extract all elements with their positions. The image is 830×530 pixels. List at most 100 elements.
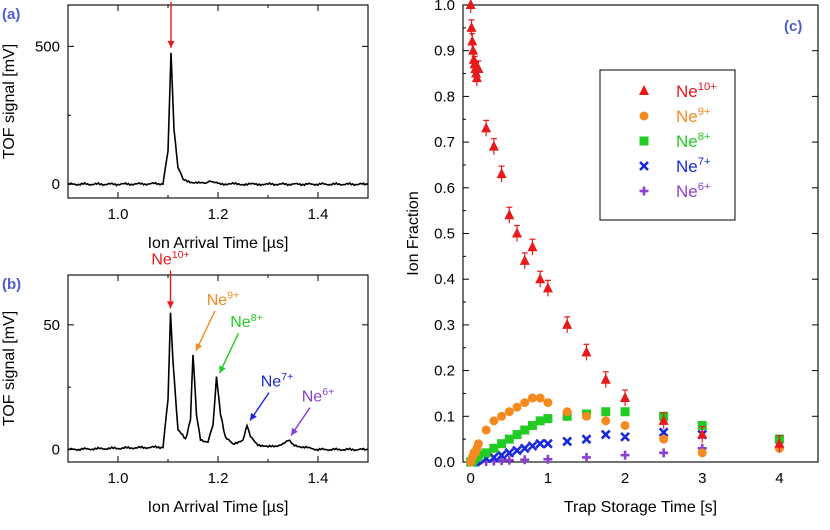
legend-label-ne7-base: Ne [676,157,698,176]
x-tick-label-b: 1.0 [108,470,129,487]
point-ne7 [512,445,522,456]
point-ne10 [512,227,523,238]
x-tick-label-c: 3 [698,470,706,487]
y-tick-label-b: 0 [52,442,60,459]
x-tick-label-c: 4 [775,470,783,487]
legend-label-ne7-sup: 7+ [698,156,711,168]
legend-label-ne6-sup: 6+ [698,181,711,193]
y-tick-label-c: 1.0 [434,0,455,14]
legend-label-ne6: Ne6+ [676,181,711,201]
point-ne9 [581,411,591,421]
y-tick-label-c: 0.5 [434,226,455,243]
point-ne10 [481,122,492,133]
point-ne7 [488,452,499,463]
point-ne7 [620,431,630,442]
y-tick-label-c: 0.4 [434,271,455,288]
peak-label-ne7-b-base: Ne [261,374,282,391]
point-ne9 [520,398,530,408]
point-ne10 [562,318,573,329]
point-ne6 [581,452,591,462]
point-ne8 [620,407,630,417]
legend-marker-ne8 [639,136,649,146]
point-ne9 [543,398,553,408]
peak-label-ne7-b: Ne7+ [261,371,293,390]
point-ne10 [527,241,538,252]
point-ne6 [543,454,553,464]
point-ne9 [473,439,483,449]
point-ne9 [535,393,545,403]
panel-label-b: (b) [2,276,21,293]
point-ne8 [543,414,553,424]
peak-label-ne9-b: Ne9+ [207,289,239,308]
point-ne6 [520,455,530,465]
peak-label-ne10-b-base: Ne [151,251,172,268]
point-ne10 [468,44,479,55]
y-axis-title-b: TOF signal [mV] [1,311,18,426]
peak-label-ne9-b-base: Ne [207,292,228,309]
point-ne8 [562,411,572,421]
legend-marker-ne10 [639,85,649,95]
legend-marker-ne6 [639,186,649,196]
point-ne7-stroke [562,436,573,447]
y-tick-label-c: 0.3 [434,317,455,334]
point-ne8 [512,430,522,440]
point-ne7 [496,450,507,461]
point-ne9 [562,407,572,417]
panel-b: 1.0 1.2 1.4 0 50 Ion Arrival Time [µs] TOF sig… [1,249,369,516]
legend-marker-ne9 [639,111,649,121]
y-axis-title-a: TOF signal [mV] [1,44,18,159]
peak-label-ne9-b-sup: 9+ [227,289,239,301]
x-tick-label-c: 2 [621,470,629,487]
y-tick-label-c: 0.9 [434,43,455,60]
point-ne7-stroke [542,438,553,449]
point-ne10 [658,414,669,425]
x-axis-title-c: Trap Storage Time [s] [564,499,717,516]
legend-marker-ne7-stroke [639,161,649,171]
peak-arrowhead-ne8-b [219,365,226,374]
point-ne7 [527,441,538,451]
legend-label-ne9-base: Ne [676,107,698,126]
y-tick-label-c: 0.6 [434,180,455,197]
peak-label-ne10-b-sup: 10+ [172,249,190,261]
legend-label-ne8: Ne8+ [676,131,711,151]
peak-arrowhead-ne10-a [167,40,175,48]
point-ne7-stroke [504,447,515,458]
legend: Ne10+Ne9+Ne8+Ne7+Ne6+ [599,69,736,221]
point-ne10 [600,373,611,384]
point-ne7-stroke [527,441,538,451]
x-axis-title-a: Ion Arrival Time [µs] [148,235,289,252]
y-tick-label-a: 500 [35,38,60,55]
point-ne10 [697,428,708,439]
point-ne7-stroke [535,438,546,449]
x-tick-label-b: 1.2 [208,470,229,487]
point-ne10 [535,273,546,284]
peak-arrowhead-ne6-b [291,427,298,436]
panel-c: 0 1 2 3 4 0.0 0.1 0.2 0.3 0.4 0.5 0.6 0.7 0.8 0.9 1.0 Tr… [405,0,819,516]
point-ne7 [504,447,515,458]
y-tick-label-b: 50 [43,317,60,334]
point-ne10 [465,0,476,9]
point-ne9 [659,434,669,444]
peak-arrowhead-ne7-b [250,412,257,421]
point-ne7-stroke [600,429,611,440]
x-tick-label-c: 0 [467,470,475,487]
peak-arrow-ne8-b [218,332,240,374]
tof-trace-b [67,312,369,452]
point-ne10 [471,72,482,83]
y-tick-label-c: 0.1 [434,408,455,425]
panel-label-c: (c) [784,18,802,35]
point-ne8 [520,425,530,435]
point-ne7 [519,443,530,454]
x-axis-title-b: Ion Arrival Time [µs] [148,499,289,516]
y-tick-label-a: 0 [52,176,60,193]
point-ne7-stroke [488,452,499,463]
point-ne9 [504,407,514,417]
peak-label-ne10-b: Ne10+ [151,249,189,268]
point-ne8 [481,448,491,458]
point-ne10 [581,346,592,357]
point-ne7-stroke [658,427,669,438]
point-ne8 [601,407,611,417]
point-ne8 [504,434,514,444]
peak-label-ne8-b-sup: 8+ [251,312,263,324]
